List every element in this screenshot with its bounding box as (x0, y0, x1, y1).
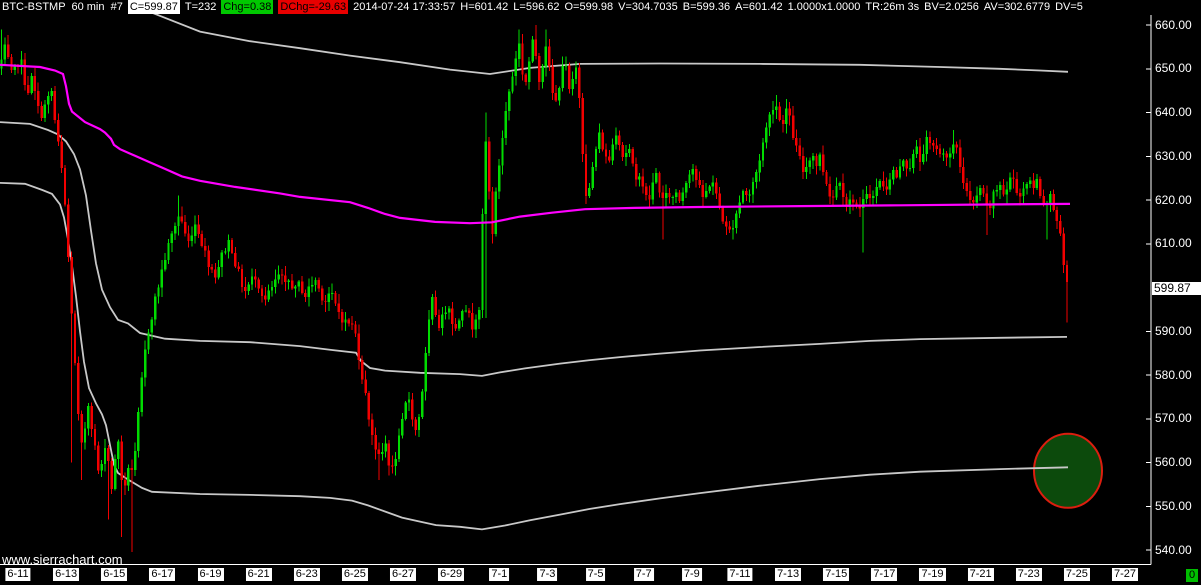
scroll-to-end-button[interactable]: 0 (1186, 569, 1198, 582)
sierrachart-watermark: www.sierrachart.com (2, 552, 123, 567)
date-tick-label: 7-5 (585, 568, 606, 581)
date-tick-label: 7-3 (537, 568, 558, 581)
annotation-circle[interactable] (1033, 432, 1103, 509)
title-segment-13: TR:26m 3s (865, 1, 920, 13)
date-tick-label: 7-25 (1063, 568, 1090, 581)
title-segment-15: AV=302.6779 (983, 1, 1051, 13)
chart-title-bar: BTC-BSTMP 60 min #7 C=599.87 T=232 Chg=0.38… (2, 0, 1201, 15)
price-tick-label: 580.00 (1155, 367, 1192, 382)
price-tick-label: 630.00 (1155, 148, 1192, 163)
date-tick-label: 7-15 (823, 568, 850, 581)
title-segment-14: BV=2.0256 (924, 1, 979, 13)
date-tick-label: 6-23 (293, 568, 320, 581)
price-tick-label: 620.00 (1155, 192, 1192, 207)
title-segment-2: T=232 (184, 1, 217, 13)
price-tick-label: 640.00 (1155, 105, 1192, 119)
title-segment-8: O=599.98 (564, 1, 614, 13)
date-tick-label: 6-21 (245, 568, 272, 581)
price-tick-label: 590.00 (1155, 323, 1192, 338)
date-tick-label: 7-1 (489, 568, 510, 581)
date-tick-label: 6-25 (341, 568, 368, 581)
date-tick-label: 7-19 (919, 568, 946, 581)
moving-average-line (0, 63, 1071, 225)
title-segment-10: B=599.36 (682, 1, 731, 13)
date-tick-label: 7-27 (1111, 568, 1138, 581)
date-tick-label: 7-13 (775, 568, 802, 581)
price-tick-label: 540.00 (1155, 542, 1192, 557)
price-tick-label: 570.00 (1155, 411, 1192, 426)
title-segment-7: L=596.62 (513, 1, 560, 13)
date-tick-label: 6-19 (197, 568, 224, 581)
title-segment-6: H=601.42 (460, 1, 509, 13)
last-price-badge: 599.87 (1152, 281, 1201, 295)
date-tick-label: 7-17 (871, 568, 898, 581)
date-tick-label: 7-7 (633, 568, 654, 581)
date-tick-label: 6-13 (53, 568, 80, 581)
date-tick-label: 6-27 (390, 568, 417, 581)
price-tick-label: 550.00 (1155, 498, 1192, 513)
title-segment-12: 1.0000x1.0000 (787, 1, 861, 13)
title-segment-3: Chg=0.38 (221, 0, 274, 14)
title-segment-5: 2014-07-24 17:33:57 (353, 1, 456, 13)
title-segment-9: V=304.7035 (618, 1, 678, 13)
date-tick-label: 7-11 (727, 568, 753, 581)
date-tick-label: 6-15 (101, 568, 128, 581)
chart-border (0, 15, 1152, 565)
price-tick-label: 650.00 (1155, 61, 1192, 76)
date-tick-label: 7-23 (1015, 568, 1042, 581)
price-tick-label: 660.00 (1155, 17, 1192, 32)
date-tick-label: 6-29 (438, 568, 465, 581)
date-axis[interactable]: 0 6-11 6-13 6-15 6-17 6-19 6-21 6-23 6-25 6-27 6-… (0, 566, 1201, 585)
band-top-line (149, 11, 1069, 75)
date-tick-label: 6-11 (5, 568, 31, 581)
band-mid-line (0, 121, 1068, 377)
title-segment-0: BTC-BSTMP 60 min #7 (2, 1, 123, 13)
band-bottom-line (0, 182, 1069, 531)
title-segment-11: A=601.42 (735, 1, 783, 13)
title-segment-16: DV=5 (1055, 1, 1083, 13)
date-tick-label: 7-9 (681, 568, 702, 581)
price-tick-label: 560.00 (1155, 455, 1192, 469)
title-segment-4: DChg=-29.63 (278, 0, 349, 14)
date-tick-label: 6-17 (149, 568, 176, 581)
date-tick-label: 7-21 (967, 568, 994, 581)
price-tick-label: 610.00 (1155, 236, 1192, 251)
title-segment-1: C=599.87 (127, 0, 180, 14)
